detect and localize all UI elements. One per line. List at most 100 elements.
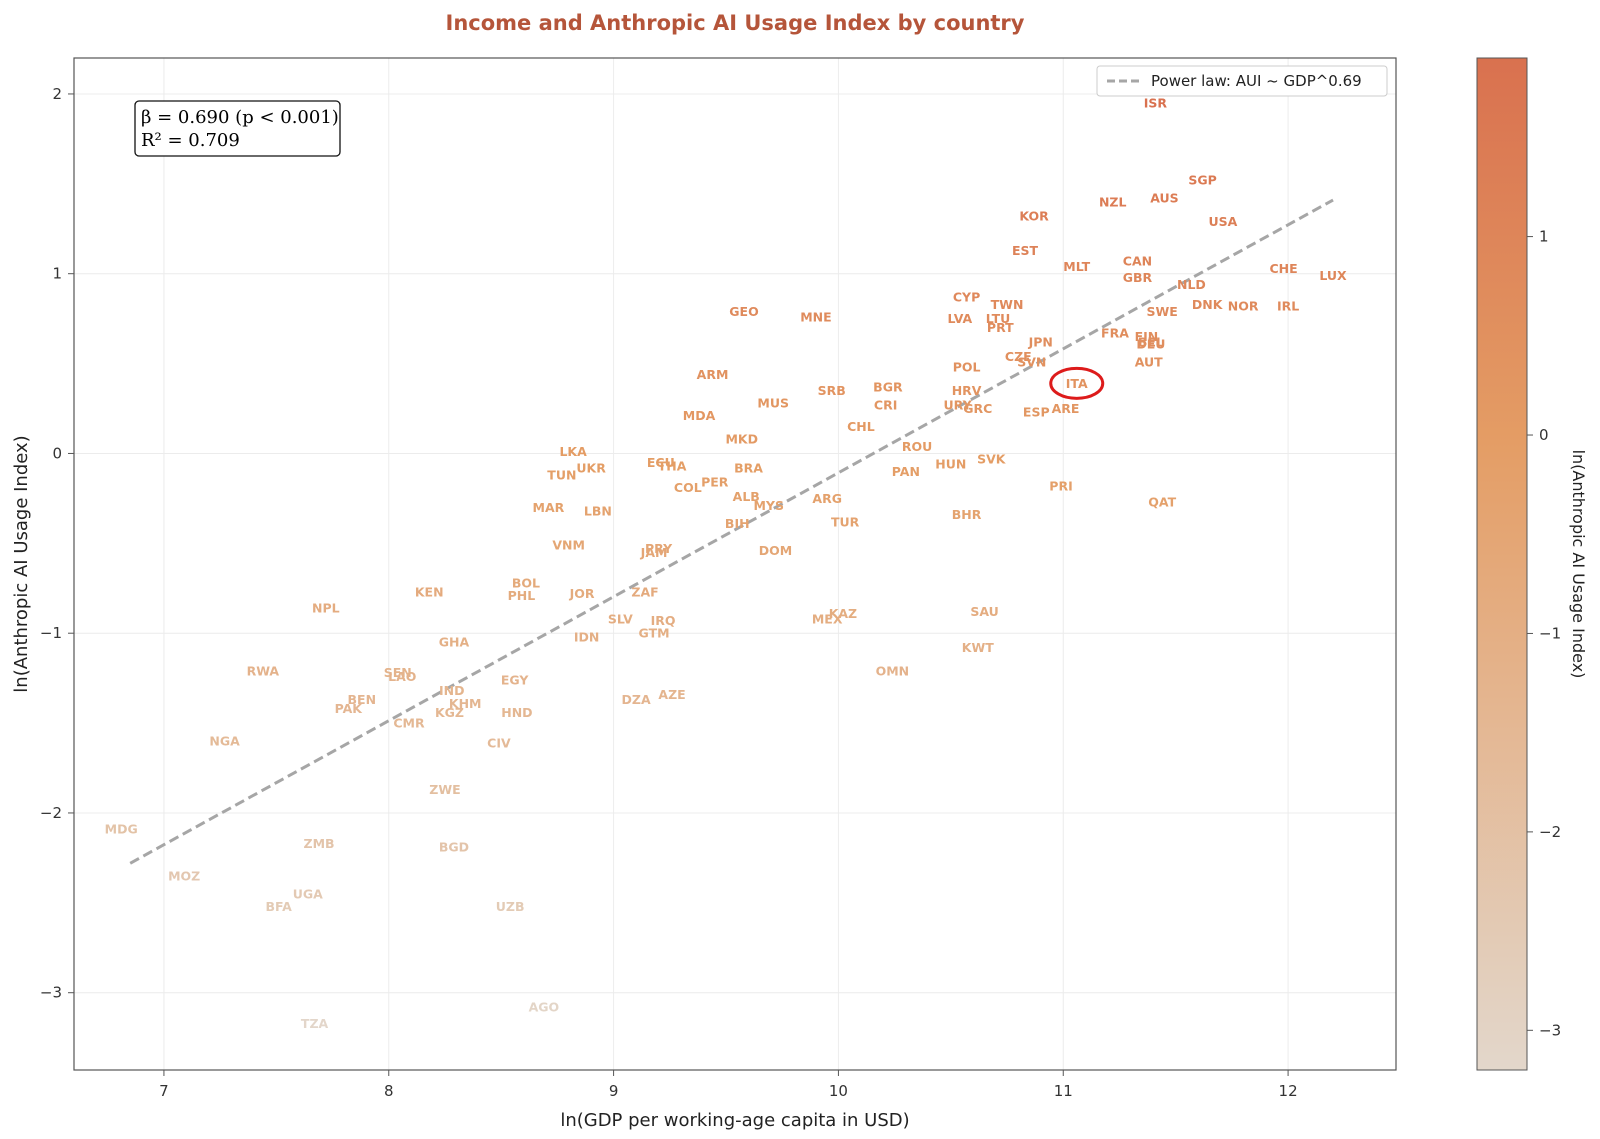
country-label-civ: CIV	[487, 735, 511, 750]
country-label-bhr: BHR	[952, 507, 982, 522]
country-label-slv: SLV	[608, 611, 633, 626]
country-label-ltu: LTU	[986, 311, 1011, 326]
y-tick-label: 1	[52, 265, 62, 283]
x-axis-label: ln(GDP per working-age capita in USD)	[560, 1110, 909, 1131]
country-label-alb: ALB	[733, 489, 760, 504]
country-label-jam: JAM	[640, 545, 668, 560]
country-label-ecu: ECU	[647, 455, 675, 470]
country-label-aut: AUT	[1135, 354, 1163, 369]
country-label-ago: AGO	[529, 1000, 560, 1015]
country-label-ben: BEN	[348, 692, 377, 707]
country-label-usa: USA	[1208, 214, 1237, 229]
country-label-ken: KEN	[415, 584, 444, 599]
country-label-deu: DEU	[1136, 336, 1165, 351]
country-label-bgd: BGD	[439, 840, 469, 855]
stats-box: β = 0.690 (p < 0.001) R² = 0.709	[134, 100, 341, 157]
country-label-zaf: ZAF	[631, 584, 658, 599]
country-label-kgz: KGZ	[435, 705, 464, 720]
country-label-bol: BOL	[512, 575, 540, 590]
x-tick-label: 9	[609, 1082, 619, 1100]
country-label-mda: MDA	[683, 408, 716, 423]
x-axis-ticks: 7 8 9 10 11 12	[159, 1070, 1298, 1100]
country-label-nga: NGA	[209, 734, 240, 749]
country-label-bih: BIH	[725, 516, 750, 531]
country-label-svn: SVN	[1017, 354, 1046, 369]
country-label-dza: DZA	[622, 692, 651, 707]
colorbar-tick-label: −1	[1539, 624, 1561, 642]
country-label-khm: KHM	[449, 696, 482, 711]
colorbar-tick-label: −3	[1539, 1021, 1561, 1039]
fit-line-layer	[129, 198, 1334, 865]
country-label-prt: PRT	[987, 320, 1014, 335]
stats-r2: R² = 0.709	[141, 130, 240, 151]
country-label-bra: BRA	[734, 460, 763, 475]
country-label-aus: AUS	[1150, 191, 1178, 206]
country-label-jpn: JPN	[1028, 335, 1053, 350]
legend-label: Power law: AUI ~ GDP^0.69	[1151, 72, 1362, 90]
country-label-bfa: BFA	[265, 899, 292, 914]
country-label-esp: ESP	[1023, 405, 1050, 420]
legend: Power law: AUI ~ GDP^0.69	[1096, 65, 1388, 97]
country-label-tur: TUR	[831, 514, 860, 529]
country-label-col: COL	[674, 480, 702, 495]
country-label-vnm: VNM	[552, 538, 585, 553]
country-label-pan: PAN	[892, 464, 920, 479]
country-label-tha: THA	[658, 459, 687, 474]
country-label-est: EST	[1012, 243, 1039, 258]
country-label-tun: TUN	[547, 468, 576, 483]
country-label-sgp: SGP	[1188, 173, 1216, 188]
x-tick-label: 7	[159, 1082, 169, 1100]
country-label-uga: UGA	[293, 886, 323, 901]
stats-beta: β = 0.690 (p < 0.001)	[141, 107, 339, 128]
country-label-cze: CZE	[1005, 349, 1032, 364]
country-label-kwt: KWT	[962, 640, 994, 655]
chart-title: Income and Anthropic AI Usage Index by c…	[446, 11, 1025, 35]
country-label-cmr: CMR	[393, 716, 425, 731]
country-label-moz: MOZ	[168, 868, 200, 883]
country-label-kaz: KAZ	[829, 606, 857, 621]
colorbar-tick-label: −2	[1539, 823, 1561, 841]
country-label-ind: IND	[439, 683, 465, 698]
country-label-rou: ROU	[902, 439, 932, 454]
country-labels: ISR SGP NZL AUS KOR USA EST CAN MLT GBR CHE LUX NLD C…	[105, 95, 1347, 1030]
country-label-egy: EGY	[501, 672, 530, 687]
country-label-nzl: NZL	[1099, 194, 1127, 209]
country-label-pry: PRY	[645, 541, 673, 556]
country-label-mus: MUS	[757, 396, 789, 411]
country-label-svk: SVK	[977, 451, 1007, 466]
power-law-fit-line	[129, 198, 1334, 865]
country-label-irl: IRL	[1277, 299, 1299, 314]
country-label-pri: PRI	[1049, 478, 1072, 493]
x-tick-label: 8	[384, 1082, 394, 1100]
country-label-hnd: HND	[501, 705, 532, 720]
country-label-mys: MYS	[753, 498, 784, 513]
country-label-mne: MNE	[800, 309, 831, 324]
highlight-circle	[1049, 366, 1105, 400]
country-label-fin: FIN	[1135, 329, 1159, 344]
country-label-fra: FRA	[1101, 326, 1129, 341]
country-label-lbn: LBN	[584, 503, 612, 518]
country-label-kor: KOR	[1019, 209, 1049, 224]
x-tick-label: 11	[1054, 1082, 1073, 1100]
country-label-gtm: GTM	[639, 626, 670, 641]
x-tick-label: 10	[829, 1082, 848, 1100]
country-label-gha: GHA	[439, 635, 470, 650]
country-label-lux: LUX	[1319, 268, 1347, 283]
country-label-lao: LAO	[388, 669, 416, 684]
country-label-mdg: MDG	[105, 822, 138, 837]
y-tick-label: 2	[52, 85, 62, 103]
plot-frame	[73, 57, 1397, 1071]
country-label-arm: ARM	[697, 367, 729, 382]
grid	[74, 58, 1396, 1070]
country-label-pak: PAK	[335, 701, 364, 716]
country-label-cyp: CYP	[953, 290, 980, 305]
country-label-nld: NLD	[1177, 277, 1206, 292]
country-label-per: PER	[701, 475, 729, 490]
country-label-mlt: MLT	[1063, 259, 1090, 274]
country-label-lva: LVA	[947, 311, 972, 326]
country-label-geo: GEO	[729, 304, 758, 319]
country-label-cri: CRI	[874, 397, 897, 412]
country-label-sen: SEN	[384, 665, 412, 680]
country-label-uzb: UZB	[496, 899, 525, 914]
